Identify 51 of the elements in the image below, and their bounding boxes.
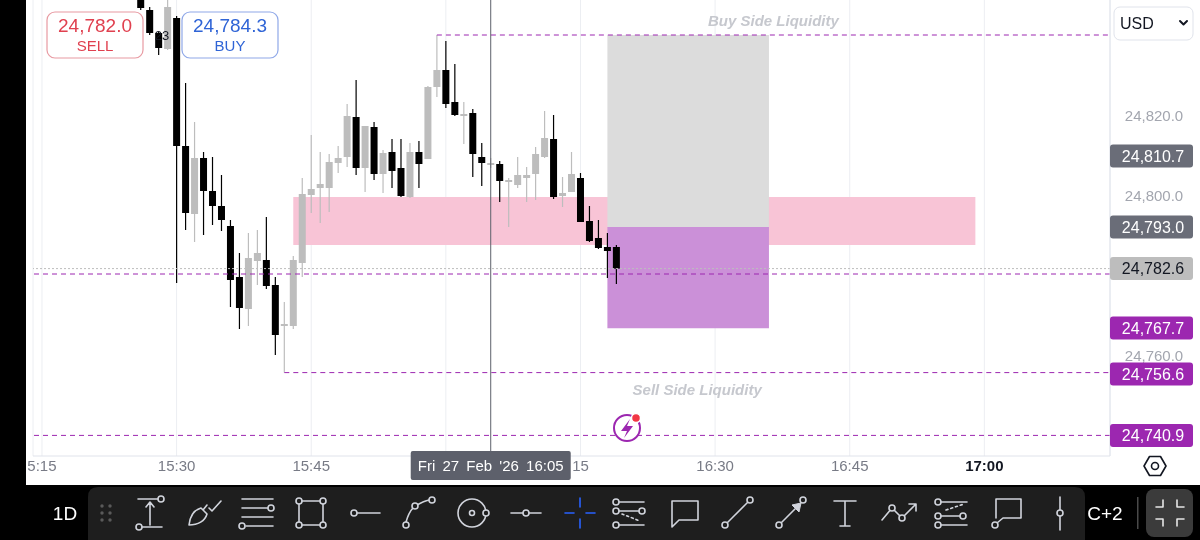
- candlestick: [146, 6, 154, 36]
- annotation: BUY: [214, 37, 246, 54]
- candlestick: [415, 140, 423, 189]
- x-tick-label: 16:45: [830, 457, 869, 474]
- candlestick: [460, 101, 468, 145]
- y-tick-label: 24,820.0: [1124, 107, 1184, 124]
- candlestick: [532, 146, 540, 201]
- candlestick: [379, 149, 387, 194]
- candlestick: [523, 166, 531, 203]
- candlestick: [568, 151, 576, 193]
- candlestick: [307, 134, 315, 214]
- candlestick: [603, 232, 611, 279]
- y-tick-label: 24,760.0: [1124, 347, 1184, 364]
- candlestick: [505, 177, 513, 228]
- text: C+2: [1087, 503, 1123, 524]
- candlestick: [541, 110, 549, 159]
- text: 24,767.7: [1121, 319, 1185, 337]
- candlestick: [594, 219, 602, 250]
- candlestick: [334, 145, 342, 174]
- candlestick: [612, 244, 620, 285]
- candlestick: [496, 160, 504, 203]
- series-label: Sell Side Liquidity: [632, 380, 763, 398]
- x-tick-label: 16:30: [696, 457, 734, 474]
- candlestick: [514, 156, 522, 189]
- y-tick-label: 24,800.0: [1124, 187, 1184, 204]
- x-tick-label: 15:45: [292, 457, 330, 474]
- annotation: 24,782.0: [58, 15, 132, 36]
- candlestick: [217, 174, 225, 232]
- candlestick: [316, 151, 324, 224]
- ref-line-label: 24,782.6: [1121, 260, 1185, 278]
- x-tick-label: 5:15: [27, 457, 57, 474]
- candlestick: [451, 63, 459, 117]
- text: 24,810.7: [1121, 147, 1185, 165]
- annotation: 24,784.3: [193, 15, 267, 36]
- text: 24,756.6: [1121, 365, 1185, 383]
- candlestick: [585, 205, 593, 243]
- candlestick: [478, 142, 486, 187]
- candlestick: [209, 156, 217, 226]
- text: USD: [1120, 15, 1154, 32]
- series-label: Buy Side Liquidity: [708, 12, 840, 29]
- x-tick-label: 17:00: [965, 457, 1004, 474]
- ref-line-label: Fri 27 Feb '26 16:05: [417, 457, 564, 474]
- candlestick: [433, 34, 441, 98]
- text: 1D: [52, 503, 78, 524]
- x-tick-label: 15:30: [157, 457, 196, 474]
- x-tick-label: 15: [572, 457, 589, 474]
- ref-line-label: 24,740.9: [1121, 426, 1185, 444]
- candlestick: [280, 301, 288, 374]
- annotation: SELL: [76, 37, 114, 54]
- candlestick: [559, 176, 567, 208]
- text: 24,793.0: [1121, 218, 1185, 236]
